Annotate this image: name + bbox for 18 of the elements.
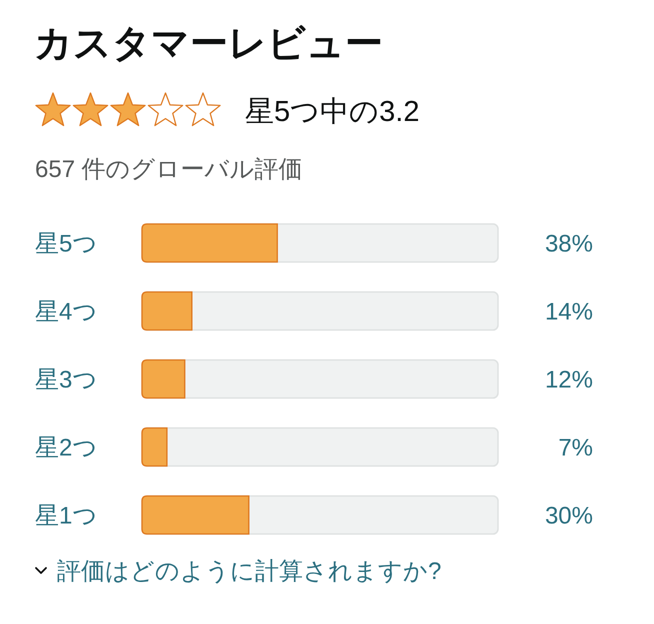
- chart-subtitle: 星5つ中の3.2: [245, 96, 420, 128]
- bar: [141, 291, 192, 331]
- data-label: 30%: [544, 502, 593, 530]
- data-label: 38%: [544, 230, 593, 258]
- bar: [141, 359, 186, 399]
- text: 評価はどのように計算されますか?: [57, 558, 442, 585]
- y-tick-label: 星1つ: [35, 502, 98, 530]
- data-label: 14%: [544, 298, 593, 326]
- chart-title: カスタマーレビュー: [34, 23, 383, 65]
- y-tick-label: 星5つ: [35, 230, 98, 258]
- bar: [141, 427, 168, 467]
- text: 657 件のグローバル評価: [35, 156, 303, 183]
- data-label: 12%: [544, 366, 593, 394]
- bar: [141, 495, 250, 535]
- y-tick-label: 星2つ: [35, 434, 98, 462]
- data-label: 7%: [558, 434, 593, 462]
- y-tick-label: 星3つ: [35, 366, 98, 394]
- y-tick-label: 星4つ: [35, 298, 98, 326]
